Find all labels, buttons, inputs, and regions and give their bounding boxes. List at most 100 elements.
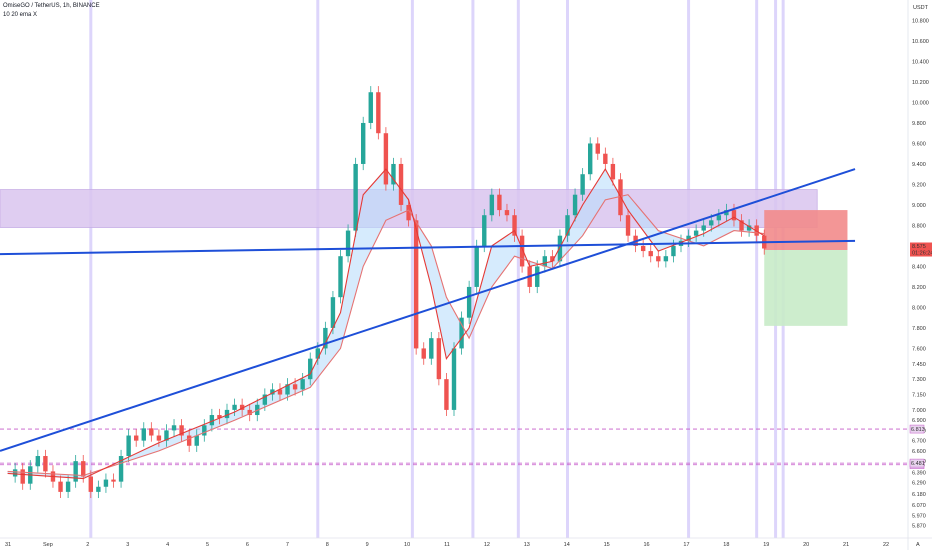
candle-body[interactable] (466, 286, 472, 318)
candle-body[interactable] (542, 256, 547, 267)
candle-body[interactable] (164, 430, 169, 441)
price-axis[interactable] (908, 0, 932, 550)
candle-body[interactable] (111, 479, 116, 482)
candle-body[interactable] (572, 194, 578, 216)
candle-body[interactable] (671, 245, 676, 257)
candle-body[interactable] (134, 435, 139, 441)
candle-body[interactable] (497, 194, 502, 211)
candle-body[interactable] (368, 92, 373, 123)
candle-body[interactable] (489, 194, 495, 216)
candle-body[interactable] (459, 317, 464, 349)
candle-body[interactable] (262, 394, 268, 405)
candle-body[interactable] (603, 153, 608, 164)
candle-body[interactable] (504, 210, 510, 216)
candle-body[interactable] (391, 163, 396, 185)
candle-body[interactable] (444, 379, 449, 410)
candle-body[interactable] (12, 469, 18, 477)
candle-body[interactable] (436, 338, 442, 380)
candle-body[interactable] (118, 456, 124, 482)
candle-body[interactable] (353, 163, 358, 231)
candle-body[interactable] (35, 456, 41, 467)
candle-body[interactable] (171, 425, 177, 431)
candle-body[interactable] (285, 384, 290, 395)
candle-body[interactable] (126, 435, 131, 457)
candle-body[interactable] (595, 143, 600, 154)
candle-body[interactable] (686, 235, 691, 241)
candle-body[interactable] (156, 435, 162, 441)
candle-body[interactable] (474, 245, 479, 287)
candle-body[interactable] (512, 215, 517, 236)
candle-body[interactable] (149, 428, 154, 436)
candle-body[interactable] (323, 327, 328, 349)
candle-body[interactable] (648, 251, 653, 257)
trendline-horizontal-support[interactable] (0, 239, 856, 256)
candle-body[interactable] (209, 415, 215, 426)
candle-body[interactable] (482, 215, 487, 246)
candle-body[interactable] (73, 461, 78, 482)
short-position-target-zone[interactable] (764, 250, 848, 326)
candle-body[interactable] (88, 476, 93, 492)
candle-body[interactable] (338, 256, 343, 298)
candle-body[interactable] (103, 479, 109, 487)
candle-body[interactable] (315, 348, 320, 359)
candle-body[interactable] (58, 481, 63, 492)
candle-body[interactable] (739, 220, 744, 231)
candle-body[interactable] (421, 348, 426, 359)
candle-body[interactable] (179, 425, 184, 436)
candle-body[interactable] (656, 256, 661, 262)
candle-body[interactable] (376, 92, 381, 134)
candle-body[interactable] (65, 481, 71, 492)
candle-body[interactable] (270, 389, 275, 395)
candle-body[interactable] (141, 428, 146, 441)
short-position-stop-zone[interactable] (764, 210, 848, 251)
candle-body[interactable] (413, 220, 419, 349)
candle-body[interactable] (640, 245, 646, 252)
candle-body[interactable] (239, 404, 245, 410)
candle-body[interactable] (731, 210, 737, 221)
candle-body[interactable] (194, 435, 199, 446)
candle-body[interactable] (701, 225, 706, 231)
candle-body[interactable] (406, 204, 411, 221)
candle-body[interactable] (557, 235, 563, 262)
candle-body[interactable] (588, 143, 593, 175)
candle-body[interactable] (232, 404, 237, 410)
candle-body[interactable] (451, 348, 457, 410)
candle-body[interactable] (565, 215, 570, 236)
candle-body[interactable] (186, 435, 192, 446)
trendline-ascending-support[interactable] (0, 168, 856, 452)
candle-body[interactable] (43, 456, 48, 472)
candle-body[interactable] (292, 384, 298, 390)
candle-body[interactable] (610, 163, 616, 180)
y-tick-label: 8.400 (912, 264, 926, 270)
candle-body[interactable] (663, 256, 669, 262)
candle-body[interactable] (361, 122, 366, 164)
candle-body[interactable] (519, 235, 525, 267)
candle-body[interactable] (224, 409, 230, 419)
candle-body[interactable] (20, 469, 25, 484)
candle-body[interactable] (345, 230, 351, 257)
candle-body[interactable] (96, 486, 101, 492)
candle-body[interactable] (580, 174, 585, 195)
candle-body[interactable] (330, 297, 336, 328)
candle-body[interactable] (308, 358, 313, 380)
candle-body[interactable] (217, 415, 222, 419)
auto-scale-icon[interactable]: A (916, 542, 920, 548)
candle-body[interactable] (300, 379, 305, 390)
candle-body[interactable] (550, 256, 555, 262)
candle-body[interactable] (277, 389, 283, 395)
candle-body[interactable] (746, 225, 752, 231)
candle-body[interactable] (535, 266, 540, 287)
candle-body[interactable] (693, 230, 699, 236)
candle-body[interactable] (625, 215, 631, 236)
candle-body[interactable] (81, 461, 86, 477)
candle-body[interactable] (716, 215, 722, 221)
candle-body[interactable] (247, 409, 252, 416)
candle-body[interactable] (383, 133, 389, 185)
candle-body[interactable] (709, 220, 714, 226)
candle-body[interactable] (398, 163, 404, 205)
candle-body[interactable] (202, 425, 207, 436)
candle-body[interactable] (724, 210, 729, 216)
candle-body[interactable] (429, 338, 434, 359)
